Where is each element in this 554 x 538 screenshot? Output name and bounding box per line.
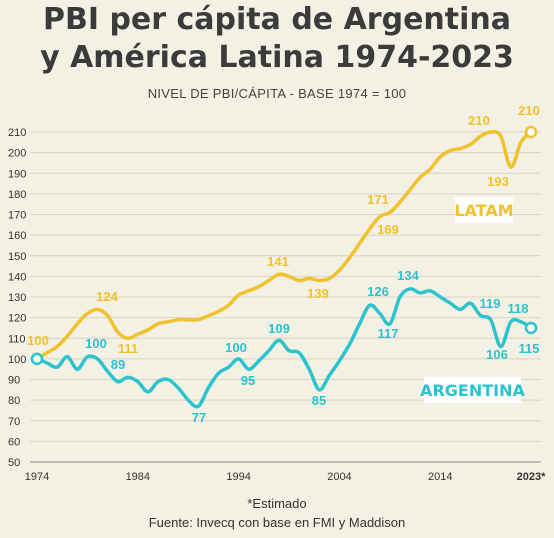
y-tick-label: 90 bbox=[8, 375, 20, 387]
data-label: 115 bbox=[519, 341, 540, 356]
chart-title-line-1: PBI per cápita de Argentina bbox=[42, 2, 512, 37]
chart-subtitle: NIVEL DE PBI/CÁPITA - BASE 1974 = 100 bbox=[147, 86, 407, 101]
data-label: 106 bbox=[486, 347, 508, 362]
y-tick-label: 160 bbox=[8, 230, 26, 242]
data-label: 210 bbox=[518, 103, 540, 118]
y-tick-label: 60 bbox=[8, 436, 20, 448]
data-label: 119 bbox=[480, 296, 501, 311]
data-label: 193 bbox=[487, 174, 509, 189]
y-tick-label: 180 bbox=[8, 189, 26, 201]
y-tick-label: 150 bbox=[8, 251, 26, 263]
y-tick-label: 110 bbox=[8, 333, 26, 345]
data-label: 117 bbox=[378, 326, 399, 341]
data-label: 171 bbox=[367, 192, 389, 207]
y-tick-label: 210 bbox=[8, 127, 26, 139]
data-label: 77 bbox=[192, 410, 206, 425]
data-label: 100 bbox=[85, 336, 107, 351]
x-tick-label: 1974 bbox=[25, 471, 49, 483]
data-label: 111 bbox=[118, 341, 138, 356]
data-label: 89 bbox=[111, 357, 125, 372]
data-label: 134 bbox=[397, 268, 419, 283]
data-label: 139 bbox=[307, 286, 329, 301]
series-label-box bbox=[455, 197, 513, 223]
y-tick-label: 190 bbox=[8, 168, 26, 180]
chart-title-line-2: y América Latina 1974-2023 bbox=[40, 40, 514, 75]
end-marker-argentina bbox=[524, 321, 538, 335]
data-label: 100 bbox=[27, 333, 49, 348]
data-label: 100 bbox=[225, 340, 247, 355]
start-marker-argentina bbox=[30, 352, 44, 366]
data-label: 109 bbox=[268, 321, 290, 336]
series-label-box bbox=[424, 377, 521, 403]
y-tick-label: 50 bbox=[8, 457, 20, 469]
end-marker-latam bbox=[524, 125, 538, 139]
data-label: 85 bbox=[312, 393, 326, 408]
y-tick-label: 170 bbox=[8, 210, 26, 222]
data-label: 124 bbox=[96, 289, 118, 304]
series-line-argentina bbox=[35, 287, 533, 409]
data-label: 169 bbox=[377, 222, 399, 237]
data-label: 126 bbox=[367, 284, 389, 299]
x-tick-label: 2014 bbox=[428, 471, 452, 483]
y-tick-label: 130 bbox=[8, 292, 26, 304]
data-label: 118 bbox=[508, 301, 529, 316]
x-tick-label: 2023* bbox=[517, 471, 546, 483]
x-tick-label: 1984 bbox=[126, 471, 150, 483]
data-label: 141 bbox=[267, 254, 289, 269]
y-tick-label: 70 bbox=[8, 416, 20, 428]
x-tick-label: 1994 bbox=[226, 471, 250, 483]
footnote: *Estimado bbox=[247, 496, 307, 511]
source-note: Fuente: Invecq con base en FMI y Maddiso… bbox=[148, 515, 406, 530]
series-name-label: ARGENTINA bbox=[420, 381, 525, 400]
y-tick-label: 200 bbox=[8, 148, 26, 160]
data-label: 210 bbox=[468, 113, 490, 128]
y-tick-label: 120 bbox=[8, 313, 26, 325]
y-tick-label: 80 bbox=[8, 395, 20, 407]
data-label: 95 bbox=[241, 373, 255, 388]
y-tick-label: 100 bbox=[8, 354, 26, 366]
x-tick-label: 2004 bbox=[327, 471, 351, 483]
series-line-latam bbox=[35, 130, 533, 361]
series-name-label: LATAM bbox=[454, 201, 513, 220]
y-tick-label: 140 bbox=[8, 271, 26, 283]
